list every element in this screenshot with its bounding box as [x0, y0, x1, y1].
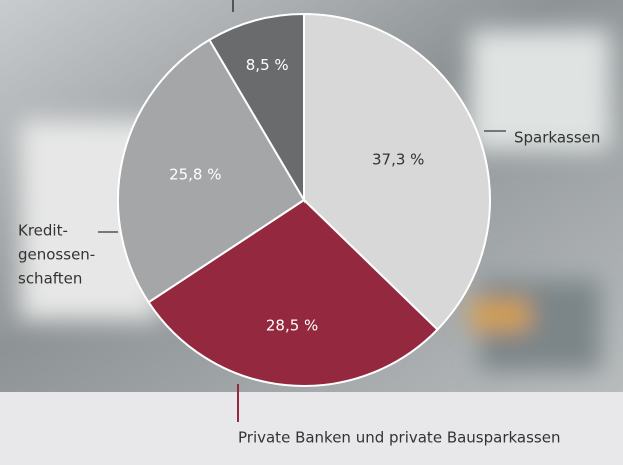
category-label: Kredit-: [18, 222, 68, 240]
value-label: 37,3 %: [372, 151, 424, 169]
category-label: Private Banken und private Bausparkassen: [238, 429, 560, 447]
value-label: 25,8 %: [169, 165, 221, 183]
pie-slice: [303, 12, 491, 331]
category-label: Sparkassen: [514, 129, 600, 147]
pie-slice: [117, 38, 306, 304]
value-label: 8,5 %: [246, 56, 289, 74]
category-label: schaften: [18, 270, 82, 288]
value-label: 28,5 %: [266, 316, 318, 334]
pie-slice: [208, 12, 305, 204]
footer-panel: [0, 392, 623, 465]
category-label: genossen-: [18, 246, 95, 264]
pie-slice: [147, 198, 439, 387]
